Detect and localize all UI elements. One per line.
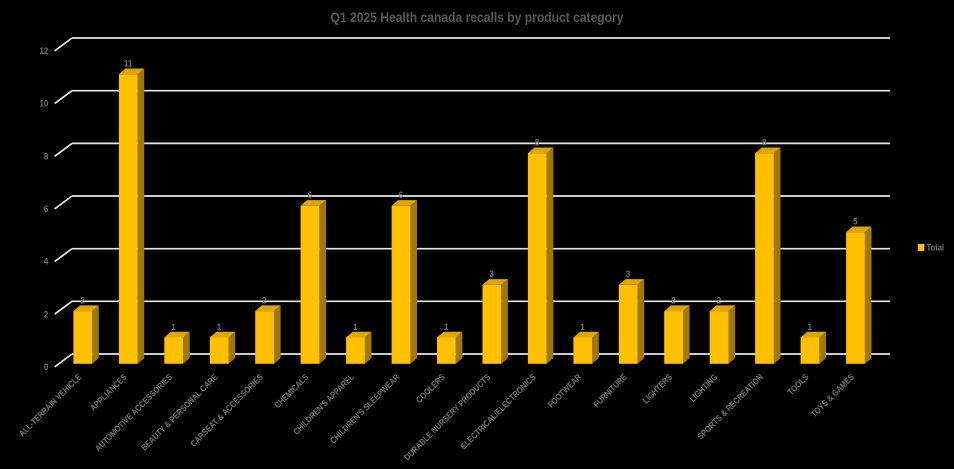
svg-text:1: 1 bbox=[353, 321, 358, 332]
svg-text:5: 5 bbox=[853, 216, 858, 227]
svg-text:10: 10 bbox=[39, 98, 48, 109]
svg-text:2: 2 bbox=[717, 295, 722, 306]
svg-text:Total: Total bbox=[927, 242, 945, 253]
svg-text:8: 8 bbox=[535, 137, 540, 148]
svg-text:2: 2 bbox=[262, 295, 267, 306]
svg-text:1: 1 bbox=[217, 321, 222, 332]
svg-text:11: 11 bbox=[124, 58, 133, 69]
svg-text:1: 1 bbox=[171, 321, 176, 332]
svg-text:1: 1 bbox=[444, 321, 449, 332]
svg-text:2: 2 bbox=[80, 295, 85, 306]
svg-text:3: 3 bbox=[626, 269, 631, 280]
svg-text:3: 3 bbox=[489, 269, 494, 280]
svg-text:2: 2 bbox=[44, 309, 49, 320]
svg-text:6: 6 bbox=[308, 190, 313, 201]
svg-text:8: 8 bbox=[762, 137, 767, 148]
svg-text:2: 2 bbox=[671, 295, 676, 306]
svg-text:6: 6 bbox=[399, 190, 404, 201]
svg-text:8: 8 bbox=[44, 151, 49, 162]
svg-text:Q1 2025 Health canada recalls: Q1 2025 Health canada recalls by product… bbox=[331, 9, 624, 25]
svg-text:4: 4 bbox=[44, 256, 49, 267]
svg-text:0: 0 bbox=[44, 362, 49, 373]
svg-text:12: 12 bbox=[39, 46, 48, 57]
svg-text:1: 1 bbox=[808, 321, 813, 332]
svg-text:1: 1 bbox=[580, 321, 585, 332]
svg-text:6: 6 bbox=[44, 204, 49, 215]
